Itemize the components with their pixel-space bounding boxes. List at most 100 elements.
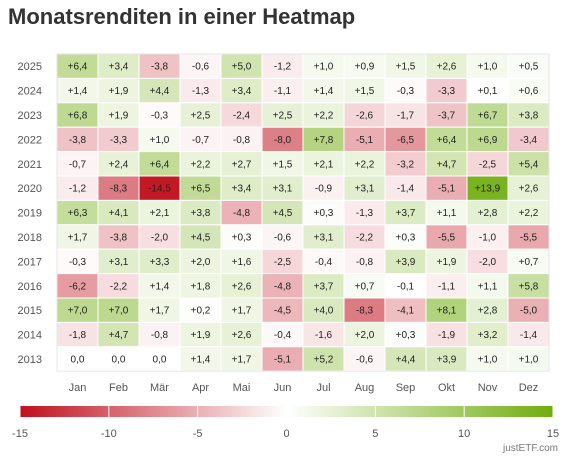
cell-value: +1,1: [478, 281, 498, 292]
color-bar-label: 15: [547, 428, 559, 440]
heatmap-cell: [56, 102, 99, 128]
cell-value: -3,8: [151, 62, 169, 73]
cell-value: +6,5: [191, 184, 211, 195]
cell-value: +7,8: [314, 135, 334, 146]
cell-value: +1,9: [109, 86, 129, 97]
cell-value: +4,5: [273, 208, 293, 219]
cell-value: -4,8: [274, 281, 292, 292]
cell-value: -1,9: [438, 330, 456, 341]
cell-value: -4,8: [233, 208, 251, 219]
cell-value: +2,6: [519, 184, 539, 195]
cell-value: -1,2: [274, 62, 292, 73]
heatmap-cell: [179, 175, 222, 201]
cell-value: +6,7: [478, 111, 498, 122]
heatmap-cell: [261, 77, 304, 104]
y-tick-label: 2018: [18, 232, 42, 244]
cell-value: +4,7: [437, 159, 457, 170]
cell-value: -2,6: [356, 111, 374, 122]
cell-value: +5,2: [314, 355, 334, 366]
heatmap-cell: [507, 224, 550, 250]
cell-value: -2,5: [479, 159, 497, 170]
heatmap-cell: [261, 151, 304, 177]
x-tick-label: Jul: [316, 382, 330, 394]
heatmap-cell: [97, 151, 140, 177]
cell-value: +3,4: [109, 62, 129, 73]
heatmap-cell: [384, 346, 427, 372]
heatmap-cell: [179, 77, 222, 104]
cell-value: -1,4: [397, 184, 415, 195]
heatmap-cell: [343, 224, 386, 250]
cell-value: +1,6: [232, 257, 252, 268]
cell-value: +3,8: [191, 208, 211, 219]
cell-value: -0,3: [151, 111, 169, 122]
cell-value: +3,4: [232, 86, 252, 97]
cell-value: +1,4: [150, 281, 170, 292]
cell-value: -5,1: [356, 135, 374, 146]
cell-value: +3,7: [396, 208, 416, 219]
cell-value: +8,1: [437, 306, 457, 317]
cell-value: -1,7: [397, 111, 415, 122]
cell-value: -3,8: [69, 135, 87, 146]
heatmap-cell: [56, 53, 99, 79]
heatmap-cell: [220, 175, 263, 201]
cell-value: +2,2: [519, 208, 539, 219]
cell-value: -6,5: [397, 135, 415, 146]
heatmap-cell: [261, 273, 304, 299]
heatmap-cell: [97, 175, 140, 201]
heatmap-cell: [97, 297, 140, 323]
cell-value: -8,3: [356, 306, 374, 317]
y-tick-label: 2015: [18, 305, 42, 317]
heatmap-cell: [507, 77, 550, 104]
cell-value: -3,8: [110, 233, 128, 244]
heatmap-cell: [220, 297, 263, 323]
x-tick-label: Feb: [109, 382, 128, 394]
heatmap-cell: [384, 224, 427, 250]
cell-value: +6,9: [478, 135, 498, 146]
heatmap-cell: [220, 273, 263, 299]
cell-value: +2,6: [437, 62, 457, 73]
heatmap-cell: [302, 77, 345, 104]
cell-value: +2,7: [232, 159, 252, 170]
heatmap-cell: [138, 175, 181, 201]
color-bar-label: 5: [372, 428, 378, 440]
cell-value: +2,8: [478, 306, 498, 317]
cell-value: -0,1: [397, 281, 415, 292]
cell-value: +2,8: [478, 208, 498, 219]
cell-value: +3,1: [109, 257, 129, 268]
heatmap-cell: [343, 53, 386, 79]
cell-value: +4,4: [150, 86, 170, 97]
heatmap-cell: [56, 224, 99, 250]
cell-value: +0,7: [355, 281, 375, 292]
heatmap-cell: [302, 126, 345, 153]
cell-value: +1,4: [191, 355, 211, 366]
cell-value: -1,3: [192, 86, 210, 97]
cell-value: -5,0: [520, 306, 538, 317]
cell-value: 0,0: [71, 355, 85, 366]
cell-value: +2,5: [191, 111, 211, 122]
y-tick-label: 2019: [18, 208, 42, 220]
cell-value: -1,0: [479, 233, 497, 244]
cell-value: +1,5: [273, 159, 293, 170]
heatmap-cell: [507, 53, 550, 79]
cell-value: +2,5: [273, 111, 293, 122]
cell-value: -3,3: [438, 86, 456, 97]
y-tick-label: 2014: [18, 330, 42, 342]
cell-value: -3,3: [110, 135, 128, 146]
cell-value: +1,9: [109, 111, 129, 122]
y-tick-label: 2016: [18, 281, 42, 293]
heatmap-cell: [466, 77, 509, 104]
color-bar-label: 10: [458, 428, 470, 440]
chart-title: Monatsrenditen in einer Heatmap: [8, 4, 356, 29]
cell-value: +3,1: [314, 233, 334, 244]
cell-value: -5,1: [274, 355, 292, 366]
color-bar-label: -5: [193, 428, 203, 440]
cell-value: +2,4: [109, 159, 129, 170]
color-bar-label: 0: [283, 428, 289, 440]
cell-value: -3,2: [397, 159, 415, 170]
heatmap-cell: [302, 248, 345, 275]
cell-value: -1,1: [438, 281, 456, 292]
cell-value: +3,4: [232, 184, 252, 195]
cell-value: -1,6: [315, 330, 333, 341]
cell-value: -0,8: [233, 135, 251, 146]
